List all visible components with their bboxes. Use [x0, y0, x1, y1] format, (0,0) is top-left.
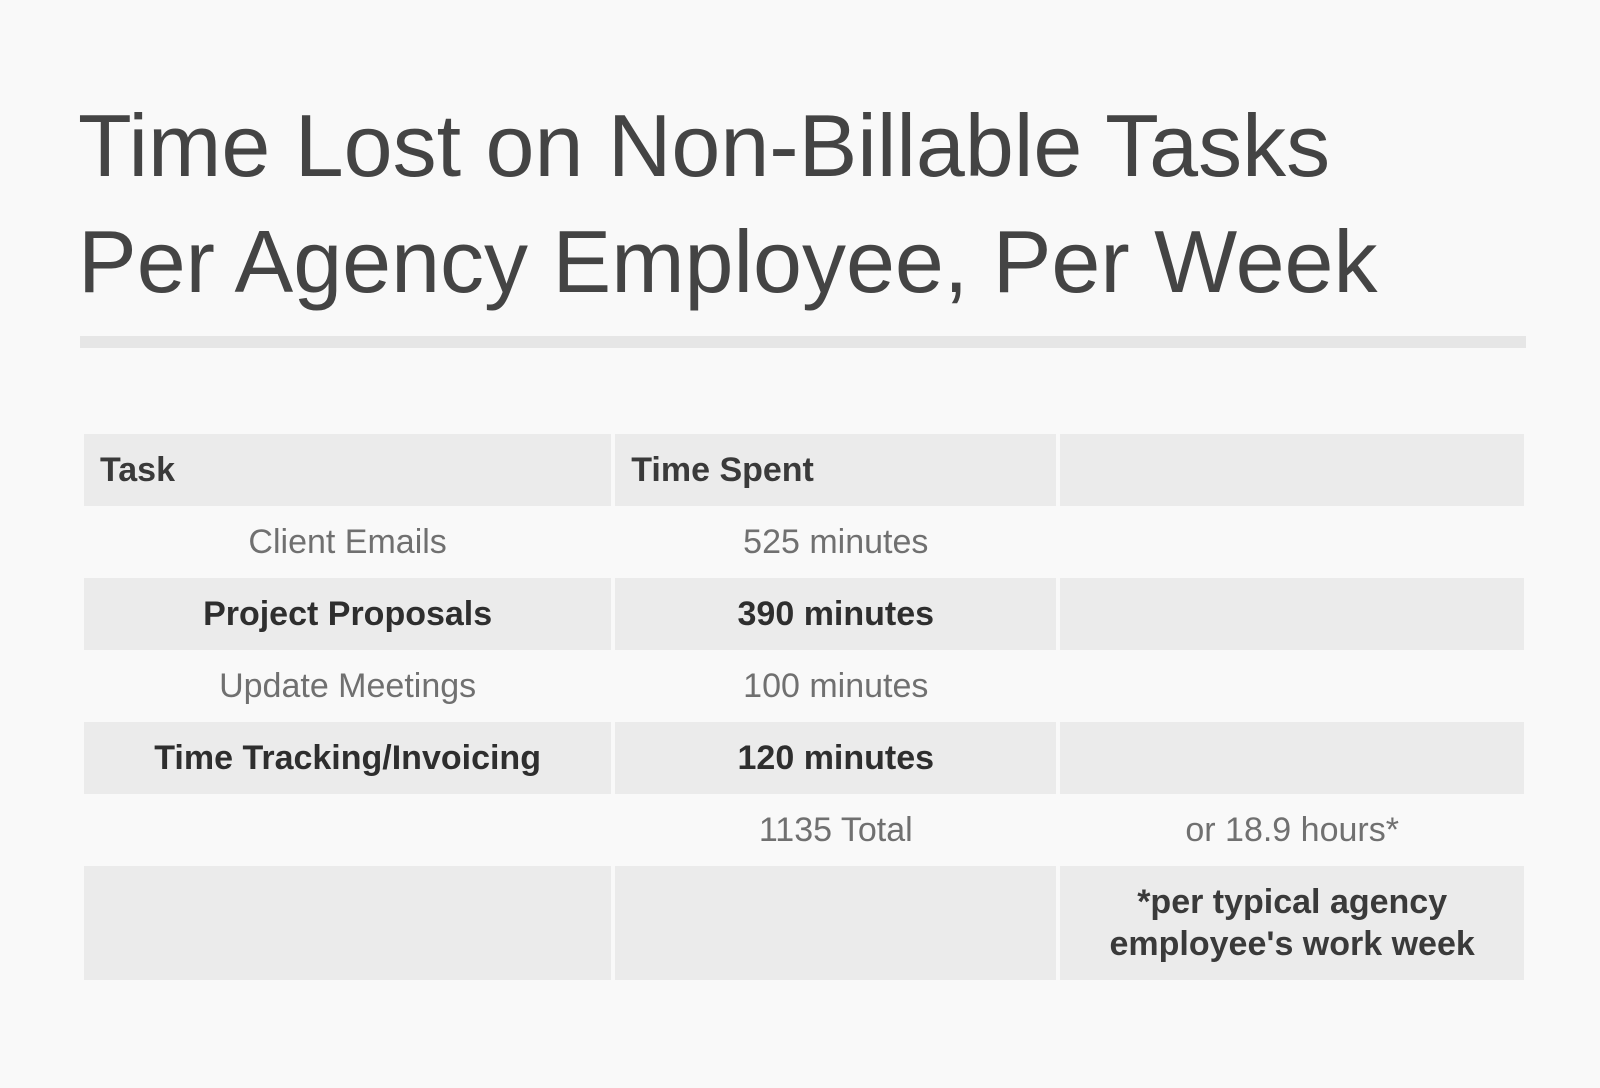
footnote-line-2: employee's work week: [1109, 925, 1475, 963]
note-cell: [1060, 506, 1524, 578]
note-cell: [1060, 650, 1524, 722]
note-cell: [1060, 722, 1524, 794]
title-line-2: Per Agency Employee, Per Week: [78, 212, 1378, 311]
footnote-row: *per typical agency employee's work week: [84, 866, 1524, 980]
table-row: Project Proposals 390 minutes: [84, 578, 1524, 650]
table-row: Update Meetings 100 minutes: [84, 650, 1524, 722]
footnote-cell: *per typical agency employee's work week: [1060, 866, 1524, 980]
table-header-row: Task Time Spent: [84, 434, 1524, 506]
footnote-empty-cell: [84, 866, 612, 980]
note-cell: [1060, 578, 1524, 650]
total-hours-cell: or 18.9 hours*: [1185, 810, 1399, 849]
time-cell: 120 minutes: [615, 722, 1057, 794]
time-cell: 525 minutes: [743, 522, 929, 561]
title-line-1: Time Lost on Non-Billable Tasks: [78, 96, 1331, 195]
title-divider: [80, 336, 1526, 348]
table-row: Client Emails 525 minutes: [84, 506, 1524, 578]
column-header-task: Task: [84, 434, 612, 506]
footnote-line-1: *per typical agency: [1137, 883, 1448, 921]
task-cell: Client Emails: [248, 522, 447, 561]
column-header-time-spent: Time Spent: [615, 434, 1057, 506]
footnote-empty-cell: [615, 866, 1057, 980]
table-row: Time Tracking/Invoicing 120 minutes: [84, 722, 1524, 794]
task-cell: Time Tracking/Invoicing: [84, 722, 612, 794]
total-row: 1135 Total or 18.9 hours*: [84, 794, 1524, 866]
total-task-cell: [84, 794, 611, 866]
task-cell: Update Meetings: [219, 666, 477, 705]
task-cell: Project Proposals: [84, 578, 612, 650]
column-header-note: [1060, 434, 1524, 506]
time-lost-table: Task Time Spent Client Emails 525 minute…: [80, 434, 1528, 980]
total-time-cell: 1135 Total: [758, 810, 913, 849]
time-cell: 100 minutes: [743, 666, 929, 705]
page-title: Time Lost on Non-Billable Tasks Per Agen…: [78, 88, 1518, 320]
time-cell: 390 minutes: [615, 578, 1057, 650]
